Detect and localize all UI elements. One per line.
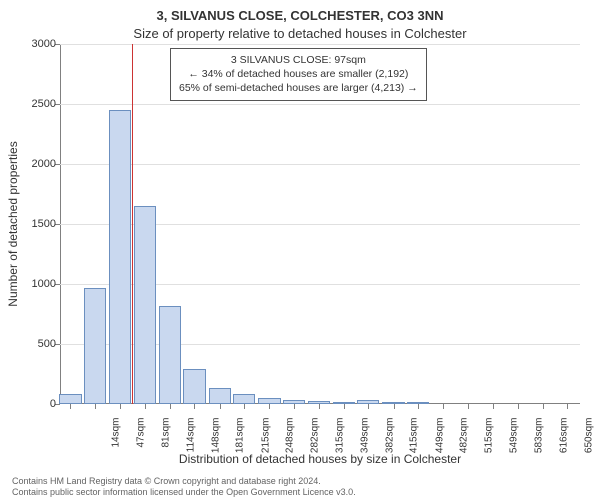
x-tick-label: 449sqm [434,418,445,468]
x-tick-label: 415sqm [409,418,420,468]
bar [233,394,255,404]
x-tickmark [394,404,395,409]
chart-title-line1: 3, SILVANUS CLOSE, COLCHESTER, CO3 3NN [0,8,600,23]
x-tick-label: 215sqm [260,418,271,468]
y-tick-label: 0 [16,398,56,410]
chart-container: 3, SILVANUS CLOSE, COLCHESTER, CO3 3NN S… [0,0,600,500]
bar [84,288,106,404]
gridline [60,164,580,165]
x-tickmark [294,404,295,409]
x-tickmark [170,404,171,409]
annotation-line: 65% of semi-detached houses are larger (… [179,81,418,95]
x-tickmark [518,404,519,409]
x-tickmark [344,404,345,409]
x-tick-label: 482sqm [459,418,470,468]
x-tick-label: 181sqm [235,418,246,468]
x-tickmark [70,404,71,409]
x-tickmark [368,404,369,409]
marker-line [132,44,133,404]
bar [183,369,205,404]
x-tickmark [244,404,245,409]
y-tick-label: 1500 [16,218,56,230]
x-tickmark [319,404,320,409]
x-tickmark [194,404,195,409]
annotation-box: 3 SILVANUS CLOSE: 97sqm← 34% of detached… [170,48,427,101]
x-tickmark [543,404,544,409]
gridline [60,104,580,105]
y-tick-label: 3000 [16,38,56,50]
x-tickmark [443,404,444,409]
x-tick-label: 650sqm [583,418,594,468]
x-tick-label: 282sqm [310,418,321,468]
bar [159,306,181,404]
annotation-line: 3 SILVANUS CLOSE: 97sqm [179,53,418,67]
x-tick-label: 81sqm [161,418,172,468]
x-tick-label: 315sqm [335,418,346,468]
footer-attribution: Contains HM Land Registry data © Crown c… [12,476,356,498]
x-tickmark [269,404,270,409]
x-tick-label: 583sqm [534,418,545,468]
x-tickmark [493,404,494,409]
x-tick-label: 14sqm [111,418,122,468]
annotation-line: ← 34% of detached houses are smaller (2,… [179,67,418,81]
plot-area: 3 SILVANUS CLOSE: 97sqm← 34% of detached… [60,44,580,404]
x-tick-label: 114sqm [185,418,196,468]
footer-line2: Contains public sector information licen… [12,487,356,498]
x-tickmark [145,404,146,409]
chart-title-line2: Size of property relative to detached ho… [0,26,600,41]
x-tickmark [220,404,221,409]
gridline [60,44,580,45]
x-tickmark [468,404,469,409]
x-tickmark [567,404,568,409]
x-tickmark [120,404,121,409]
x-tick-label: 349sqm [360,418,371,468]
x-tickmark [418,404,419,409]
x-tick-label: 382sqm [384,418,395,468]
x-tick-label: 248sqm [285,418,296,468]
x-tick-label: 549sqm [508,418,519,468]
y-tick-label: 500 [16,338,56,350]
x-tick-label: 515sqm [483,418,494,468]
x-tick-label: 47sqm [135,418,146,468]
y-tick-label: 2000 [16,158,56,170]
footer-line1: Contains HM Land Registry data © Crown c… [12,476,356,487]
bar [59,394,81,404]
x-tickmark [95,404,96,409]
y-tick-label: 2500 [16,98,56,110]
y-tick-label: 1000 [16,278,56,290]
x-tick-label: 616sqm [558,418,569,468]
bar [209,388,231,404]
bar [109,110,131,404]
bar [134,206,156,404]
x-tick-label: 148sqm [210,418,221,468]
